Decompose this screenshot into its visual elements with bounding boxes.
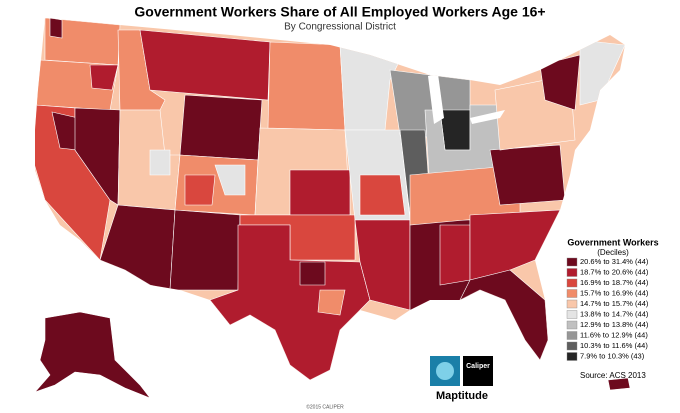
legend-swatch (566, 310, 578, 319)
legend-swatch (566, 320, 578, 330)
region (579, 39, 625, 106)
region (489, 144, 566, 206)
brand-box (463, 356, 493, 386)
region (184, 174, 216, 206)
region (74, 107, 121, 206)
legend: Government Workers (Deciles) 20.6% to 31… (562, 236, 668, 380)
us-map (35, 18, 625, 380)
region (139, 29, 271, 101)
product: Maptitude (436, 390, 488, 402)
legend-swatch (566, 299, 578, 309)
region (359, 174, 406, 216)
alaska (34, 311, 151, 399)
legend-label: 13.8% to 14.7% (44) (580, 309, 649, 318)
legend-box (562, 236, 668, 376)
logo-globe (436, 362, 454, 380)
legend-label: 7.9% to 10.3% (43) (580, 351, 645, 360)
region (539, 54, 581, 111)
legend-swatch (566, 257, 578, 267)
region (459, 269, 549, 361)
legend-title: Government Workers (567, 237, 658, 247)
logo: Caliper Maptitude (430, 356, 493, 402)
legend-label: 18.7% to 20.6% (44) (580, 267, 649, 276)
legend-label: 11.6% to 12.9% (44) (580, 330, 648, 339)
lake (470, 110, 505, 124)
region (49, 18, 63, 39)
region (439, 224, 471, 286)
brand: Caliper (466, 363, 490, 370)
lake (428, 74, 444, 124)
puerto-rico (607, 377, 631, 391)
legend-label: 10.3% to 11.6% (44) (580, 341, 648, 350)
legend-label: 12.9% to 13.8% (44) (580, 320, 649, 329)
copyright: ©2015 CALIPER (306, 403, 344, 410)
legend-swatch (566, 278, 578, 288)
region (299, 261, 326, 286)
legend-label: 20.6% to 31.4% (44) (580, 257, 649, 266)
region (149, 149, 171, 176)
legend-swatch (566, 352, 578, 361)
region (317, 289, 346, 316)
legend-swatch (566, 341, 578, 351)
legend-swatch (566, 289, 578, 298)
region (354, 219, 411, 311)
subtitle: By Congressional District (284, 22, 396, 33)
region (267, 41, 346, 131)
region (169, 209, 241, 291)
region (89, 64, 119, 91)
legend-swatch (566, 331, 578, 340)
legend-subtitle: (Deciles) (597, 248, 629, 257)
legend-source: Source: ACS 2013 (580, 371, 646, 380)
legend-label: 15.7% to 16.9% (44) (580, 288, 649, 297)
region (179, 94, 263, 161)
region (214, 164, 246, 196)
region (289, 169, 351, 216)
legend-items: 20.6% to 31.4% (44)18.7% to 20.6% (44) 16… (566, 257, 649, 361)
legend-label: 16.9% to 18.7% (44) (580, 278, 649, 287)
legend-label: 14.7% to 15.7% (44) (580, 299, 649, 308)
legend-swatch (566, 268, 578, 277)
title: Government Workers Share of All Employed… (134, 4, 545, 20)
